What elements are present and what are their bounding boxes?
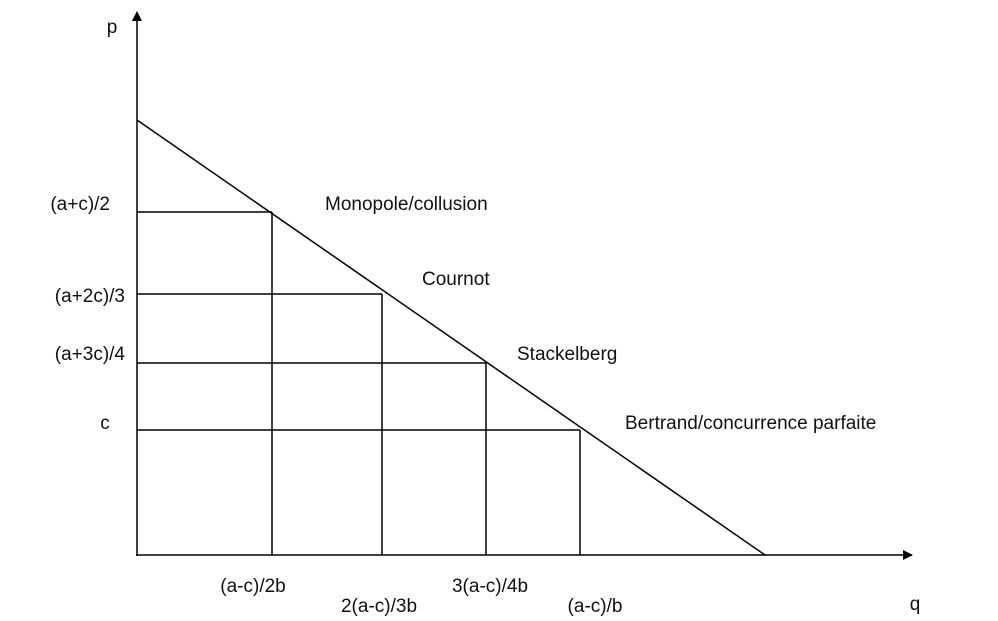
equilibrium-label: Monopole/collusion: [325, 194, 488, 215]
quantity-label: (a-c)/b: [568, 596, 623, 617]
price-label: (a+c)/2: [50, 194, 110, 215]
x-axis-label: q: [910, 594, 921, 615]
price-label: c: [100, 413, 110, 434]
price-label: (a+2c)/3: [55, 286, 125, 307]
equilibrium-label: Cournot: [422, 269, 490, 290]
demand-line: [136, 119, 766, 556]
equilibrium-label: Bertrand/concurrence parfaite: [625, 413, 876, 434]
quantity-label: 3(a-c)/4b: [452, 576, 528, 597]
quantity-label: (a-c)/2b: [220, 576, 285, 597]
quantity-label: 2(a-c)/3b: [341, 596, 417, 617]
y-axis-label: p: [107, 17, 118, 38]
equilibrium-label: Stackelberg: [517, 344, 617, 365]
price-label: (a+3c)/4: [55, 344, 126, 365]
